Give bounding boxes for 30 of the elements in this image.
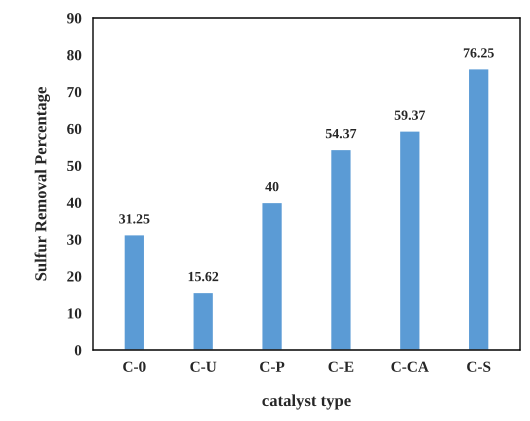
data-label: 40 xyxy=(265,182,278,192)
data-label: 76.25 xyxy=(464,48,494,58)
x-tick-label: C-P xyxy=(260,362,284,372)
bar xyxy=(123,234,146,350)
y-tick-label: 90 xyxy=(67,13,82,24)
x-axis-title: catalyst type xyxy=(262,394,351,410)
y-tick-label: 80 xyxy=(67,50,82,60)
bar xyxy=(261,202,284,350)
y-tick-label: 50 xyxy=(67,160,82,172)
y-tick-label: 0 xyxy=(74,345,82,356)
data-label: 54.37 xyxy=(326,128,356,138)
y-tick-label: 30 xyxy=(67,234,82,245)
bar xyxy=(398,130,421,350)
x-tick-label: C-E xyxy=(328,362,354,372)
bar xyxy=(192,292,214,350)
x-tick-label: C-U xyxy=(190,362,216,372)
bar xyxy=(468,68,490,350)
bar xyxy=(330,148,352,350)
data-label: 59.37 xyxy=(394,110,426,120)
data-label: 15.62 xyxy=(188,272,218,282)
y-tick-label: 70 xyxy=(67,86,82,98)
x-tick-label: C-0 xyxy=(123,362,146,372)
y-tick-label: 20 xyxy=(67,271,82,282)
y-tick-label: 10 xyxy=(68,308,82,319)
y-tick-label: 40 xyxy=(66,198,82,208)
data-label: 31.25 xyxy=(119,214,150,224)
x-tick-label: C-CA xyxy=(391,362,429,372)
y-tick-label: 60 xyxy=(67,124,82,134)
y-axis-title: Sulfur Removal Percentage xyxy=(34,87,50,280)
x-tick-label: C-S xyxy=(467,362,490,372)
